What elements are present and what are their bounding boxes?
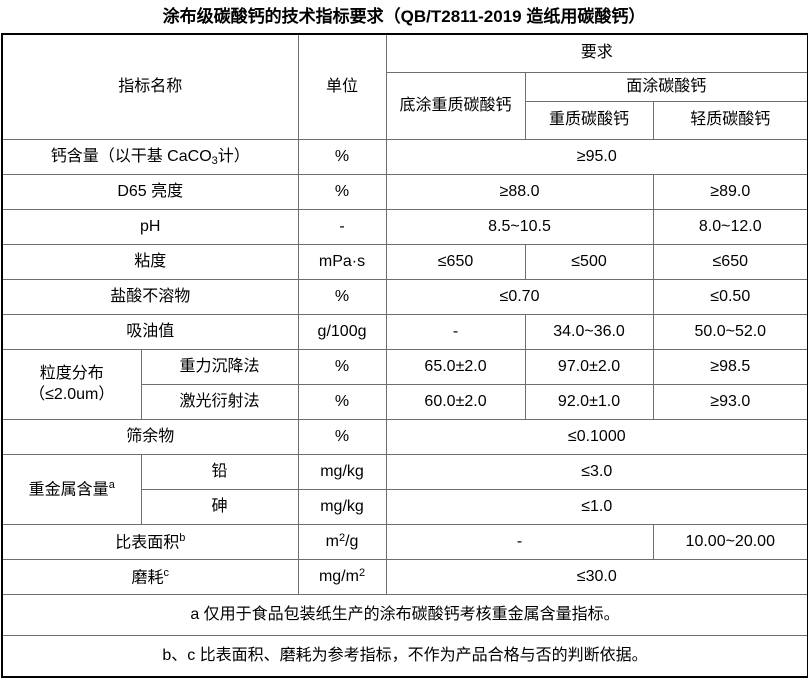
row-label-calcium-content: 钙含量（以干基 CaCO3计） bbox=[1, 139, 299, 175]
table-row: D65 亮度 % ≥88.0 ≥89.0 bbox=[1, 174, 808, 210]
row-unit-ph: - bbox=[297, 209, 387, 245]
surface-unit-post: /g bbox=[345, 532, 359, 550]
row-unit-sieve-residue: % bbox=[297, 419, 387, 455]
particle-label-line2: （≤2.0um） bbox=[29, 385, 115, 403]
heavy-metal-label-text: 重金属含量 bbox=[28, 481, 109, 499]
table-row: 筛余物 % ≤0.1000 bbox=[1, 419, 808, 455]
row-value-viscosity-3: ≤650 bbox=[652, 244, 808, 280]
header-requirement: 要求 bbox=[385, 33, 808, 73]
note-a: a 仅用于食品包装纸生产的涂布碳酸钙考核重金属含量指标。 bbox=[1, 594, 808, 636]
row-value-arsenic: ≤1.0 bbox=[385, 489, 808, 525]
row-value-d65-brightness-2: ≥89.0 bbox=[652, 174, 808, 210]
row-unit-hcl-insoluble: % bbox=[297, 279, 387, 315]
row-value-calcium-content: ≥95.0 bbox=[385, 139, 808, 175]
calcium-label-sub: 3 bbox=[211, 154, 218, 167]
header-top-coat: 面涂碳酸钙 bbox=[524, 72, 808, 102]
table-row: pH - 8.5~10.5 8.0~12.0 bbox=[1, 209, 808, 245]
row-value-surface-area-1: - bbox=[385, 524, 654, 560]
row-unit-lead: mg/kg bbox=[297, 454, 387, 490]
surface-area-label-text: 比表面积 bbox=[115, 533, 180, 551]
row-unit-viscosity: mPa·s bbox=[297, 244, 387, 280]
row-value-lead: ≤3.0 bbox=[385, 454, 808, 490]
header-base-coat: 底涂重质碳酸钙 bbox=[385, 72, 526, 140]
row-sublabel-arsenic: 砷 bbox=[140, 489, 299, 525]
header-indicator-name: 指标名称 bbox=[1, 33, 299, 140]
table-row: 比表面积b m2/g - 10.00~20.00 bbox=[1, 524, 808, 560]
table-row: 粒度分布 （≤2.0um） 重力沉降法 % 65.0±2.0 97.0±2.0 … bbox=[1, 349, 808, 420]
row-label-specific-surface-area: 比表面积b bbox=[1, 524, 299, 560]
row-unit-arsenic: mg/kg bbox=[297, 489, 387, 525]
calcium-label-post: 计） bbox=[217, 147, 250, 165]
table-row: 盐酸不溶物 % ≤0.70 ≤0.50 bbox=[1, 279, 808, 315]
row-unit-calcium-content: % bbox=[297, 139, 387, 175]
surface-area-label-sup: b bbox=[179, 531, 186, 544]
row-sublabel-laser-diffraction: 激光衍射法 bbox=[140, 384, 299, 420]
row-unit-laser-diffraction: % bbox=[297, 384, 387, 420]
table-row: 粘度 mPa·s ≤650 ≤500 ≤650 bbox=[1, 244, 808, 280]
row-value-gravity-2: 97.0±2.0 bbox=[524, 349, 654, 385]
abrasion-unit-sup: 2 bbox=[358, 566, 366, 579]
row-unit-oil-absorption: g/100g bbox=[297, 314, 387, 350]
abrasion-unit-pre: mg/m bbox=[318, 567, 359, 585]
row-unit-gravity-sedimentation: % bbox=[297, 349, 387, 385]
row-value-ph-1: 8.5~10.5 bbox=[385, 209, 654, 245]
spec-table: 指标名称 单位 要求 底涂重质碳酸钙 面涂碳酸钙 重质碳酸钙 轻质碳酸钙 钙含量… bbox=[1, 33, 808, 678]
calcium-label-pre: 钙含量（以干基 CaCO bbox=[50, 147, 212, 165]
table-row: 重金属含量a 铅 mg/kg ≤3.0 bbox=[1, 454, 808, 525]
table-header-row-2: 底涂重质碳酸钙 面涂碳酸钙 bbox=[2, 72, 808, 140]
header-top-coat-light: 轻质碳酸钙 bbox=[652, 101, 808, 140]
row-value-oil-absorption-1: - bbox=[385, 314, 526, 350]
row-unit-specific-surface-area: m2/g bbox=[297, 524, 387, 560]
table-row: 砷 mg/kg ≤1.0 bbox=[2, 489, 808, 525]
surface-unit-sup: 2 bbox=[338, 531, 346, 544]
surface-unit-pre: m bbox=[325, 532, 339, 550]
row-value-gravity-1: 65.0±2.0 bbox=[385, 349, 526, 385]
row-sublabel-gravity-sedimentation: 重力沉降法 bbox=[140, 349, 299, 385]
note-bc: b、c 比表面积、磨耗为参考指标，不作为产品合格与否的判断依据。 bbox=[1, 635, 808, 678]
table-row: 激光衍射法 % 60.0±2.0 92.0±1.0 ≥93.0 bbox=[2, 384, 808, 420]
row-value-oil-absorption-2: 34.0~36.0 bbox=[524, 314, 654, 350]
row-label-ph: pH bbox=[1, 209, 299, 245]
row-value-laser-2: 92.0±1.0 bbox=[524, 384, 654, 420]
table-header-row-3: 重质碳酸钙 轻质碳酸钙 bbox=[2, 101, 808, 140]
row-value-surface-area-2: 10.00~20.00 bbox=[652, 524, 808, 560]
abrasion-label-text: 磨耗 bbox=[131, 568, 164, 586]
row-value-viscosity-2: ≤500 bbox=[524, 244, 654, 280]
row-value-laser-1: 60.0±2.0 bbox=[385, 384, 526, 420]
header-unit: 单位 bbox=[297, 33, 387, 140]
table-row: 钙含量（以干基 CaCO3计） % ≥95.0 bbox=[1, 139, 808, 175]
row-value-hcl-insoluble-1: ≤0.70 bbox=[385, 279, 654, 315]
table-row: 磨耗c mg/m2 ≤30.0 bbox=[1, 559, 808, 595]
row-value-hcl-insoluble-2: ≤0.50 bbox=[652, 279, 808, 315]
table-header-row-1: 指标名称 单位 要求 bbox=[1, 33, 808, 140]
row-value-abrasion: ≤30.0 bbox=[385, 559, 808, 595]
header-top-coat-heavy: 重质碳酸钙 bbox=[524, 101, 654, 140]
row-value-gravity-3: ≥98.5 bbox=[652, 349, 808, 385]
row-label-particle-distribution: 粒度分布 （≤2.0um） bbox=[1, 349, 142, 420]
table-note-row: a 仅用于食品包装纸生产的涂布碳酸钙考核重金属含量指标。 bbox=[1, 594, 808, 636]
row-label-sieve-residue: 筛余物 bbox=[1, 419, 299, 455]
row-label-viscosity: 粘度 bbox=[1, 244, 299, 280]
page-title: 涂布级碳酸钙的技术指标要求（QB/T2811-2019 造纸用碳酸钙） bbox=[162, 7, 646, 26]
particle-label-line1: 粒度分布 bbox=[39, 365, 104, 383]
row-label-d65-brightness: D65 亮度 bbox=[1, 174, 299, 210]
row-label-hcl-insoluble: 盐酸不溶物 bbox=[1, 279, 299, 315]
row-value-ph-2: 8.0~12.0 bbox=[652, 209, 808, 245]
row-value-laser-3: ≥93.0 bbox=[652, 384, 808, 420]
table-note-row: b、c 比表面积、磨耗为参考指标，不作为产品合格与否的判断依据。 bbox=[1, 635, 808, 678]
row-value-viscosity-1: ≤650 bbox=[385, 244, 526, 280]
row-label-oil-absorption: 吸油值 bbox=[1, 314, 299, 350]
row-value-d65-brightness-1: ≥88.0 bbox=[385, 174, 654, 210]
row-sublabel-lead: 铅 bbox=[140, 454, 299, 490]
row-value-oil-absorption-3: 50.0~52.0 bbox=[652, 314, 808, 350]
row-unit-d65-brightness: % bbox=[297, 174, 387, 210]
row-label-heavy-metal-content: 重金属含量a bbox=[1, 454, 142, 525]
row-value-sieve-residue: ≤0.1000 bbox=[385, 419, 808, 455]
abrasion-label-sup: c bbox=[163, 566, 170, 579]
heavy-metal-label-sup: a bbox=[108, 479, 115, 492]
row-unit-abrasion: mg/m2 bbox=[297, 559, 387, 595]
table-row: 吸油值 g/100g - 34.0~36.0 50.0~52.0 bbox=[1, 314, 808, 350]
row-label-abrasion: 磨耗c bbox=[1, 559, 299, 595]
